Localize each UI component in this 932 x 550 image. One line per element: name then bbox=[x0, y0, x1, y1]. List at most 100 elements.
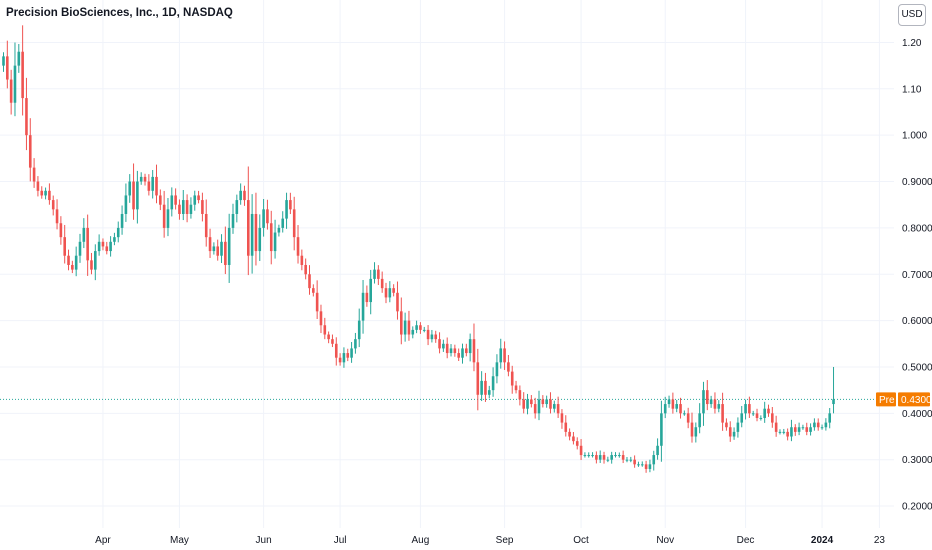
candle-up bbox=[373, 269, 376, 279]
candle-down bbox=[90, 260, 93, 270]
candle-down bbox=[549, 399, 552, 409]
candle-down bbox=[579, 445, 583, 456]
candle-down bbox=[254, 213, 258, 252]
candle-down bbox=[805, 427, 809, 432]
candle-down bbox=[560, 413, 564, 423]
candle-up bbox=[736, 422, 740, 432]
candle-up bbox=[273, 232, 277, 252]
x-tick-label: May bbox=[170, 535, 189, 546]
candle-up bbox=[120, 213, 124, 228]
candle-down bbox=[197, 195, 200, 201]
candle-down bbox=[51, 200, 55, 210]
candle-down bbox=[633, 459, 636, 465]
candle-up bbox=[553, 404, 556, 409]
candle-up bbox=[591, 455, 594, 457]
candle-up bbox=[813, 422, 816, 428]
candle-up bbox=[235, 200, 239, 214]
candle-up bbox=[610, 455, 613, 460]
candle-up bbox=[709, 399, 713, 405]
candle-down bbox=[595, 455, 598, 460]
candle-down bbox=[243, 190, 246, 201]
candle-down bbox=[793, 427, 797, 432]
candle-down bbox=[67, 255, 70, 265]
candle-up bbox=[97, 241, 101, 252]
candle-up bbox=[832, 399, 835, 405]
candle-down bbox=[327, 334, 330, 340]
candle-down bbox=[143, 176, 147, 182]
candle-down bbox=[465, 348, 468, 354]
candle-down bbox=[621, 455, 625, 460]
candle-down bbox=[602, 455, 606, 460]
candle-up bbox=[618, 455, 621, 457]
candle-up bbox=[740, 413, 744, 423]
candle-up bbox=[181, 200, 185, 214]
candle-down bbox=[304, 264, 307, 275]
candle-down bbox=[380, 278, 384, 289]
candle-down bbox=[786, 431, 789, 437]
candle-up bbox=[262, 209, 265, 228]
candle-down bbox=[346, 353, 350, 358]
candle-down bbox=[533, 404, 537, 414]
candle-up bbox=[824, 422, 828, 428]
candle-down bbox=[155, 176, 158, 196]
candle-down bbox=[178, 204, 181, 214]
candle-down bbox=[28, 135, 32, 168]
candle-down bbox=[767, 408, 770, 414]
candle-up bbox=[415, 325, 418, 330]
candle-down bbox=[247, 200, 250, 256]
candle-down bbox=[312, 288, 315, 293]
x-tick-label: Dec bbox=[737, 535, 755, 546]
candle-down bbox=[748, 404, 751, 414]
candles bbox=[2, 25, 835, 473]
candle-up bbox=[809, 427, 812, 432]
candle-down bbox=[728, 427, 732, 437]
candle-up bbox=[166, 209, 170, 228]
candle-up bbox=[403, 320, 407, 335]
candle-down bbox=[686, 413, 690, 423]
candle-down bbox=[174, 195, 177, 205]
candle-down bbox=[319, 311, 323, 326]
candle-down bbox=[755, 413, 759, 418]
candle-down bbox=[445, 343, 449, 354]
candle-down bbox=[48, 190, 51, 201]
candle-up bbox=[354, 339, 357, 349]
candle-up bbox=[629, 459, 633, 461]
candle-down bbox=[59, 223, 63, 238]
candle-down bbox=[671, 399, 675, 409]
candle-down bbox=[300, 255, 304, 265]
x-tick-label: 2024 bbox=[811, 535, 834, 546]
candle-down bbox=[334, 343, 338, 358]
candle-down bbox=[384, 288, 388, 298]
candle-down bbox=[426, 329, 430, 340]
currency-button[interactable]: USD bbox=[898, 4, 926, 26]
candle-up bbox=[250, 213, 254, 256]
candle-up bbox=[763, 408, 766, 418]
x-tick-label: 23 bbox=[874, 535, 886, 546]
candle-up bbox=[449, 348, 453, 354]
candle-down bbox=[564, 422, 568, 432]
candle-down bbox=[6, 56, 9, 80]
x-tick-label: Nov bbox=[656, 535, 674, 546]
time-axis[interactable]: Apr May Jun Jul Aug Sep Oct Nov Dec 2024 23 bbox=[95, 535, 885, 546]
candle-up bbox=[820, 427, 824, 429]
candle-down bbox=[331, 339, 334, 344]
candle-down bbox=[771, 413, 774, 423]
candle-down bbox=[419, 325, 422, 330]
x-tick-label: Apr bbox=[95, 535, 111, 546]
candle-up bbox=[495, 362, 499, 377]
candle-up bbox=[801, 427, 805, 429]
candle-up bbox=[660, 413, 663, 446]
candle-up bbox=[277, 227, 281, 233]
candle-down bbox=[365, 292, 369, 303]
price-axis[interactable]: 0.2000 0.3000 0.4000 0.5000 0.6000 0.7000 0.80… bbox=[902, 38, 932, 513]
candle-down bbox=[269, 223, 273, 252]
candle-up bbox=[357, 320, 361, 340]
candle-up bbox=[109, 241, 112, 252]
candle-up bbox=[790, 427, 793, 437]
candle-up bbox=[151, 176, 154, 191]
candle-down bbox=[725, 422, 728, 428]
candle-up bbox=[717, 404, 721, 409]
candle-up bbox=[598, 455, 602, 460]
y-tick-label: 0.5000 bbox=[902, 362, 932, 373]
candle-down bbox=[400, 311, 403, 335]
